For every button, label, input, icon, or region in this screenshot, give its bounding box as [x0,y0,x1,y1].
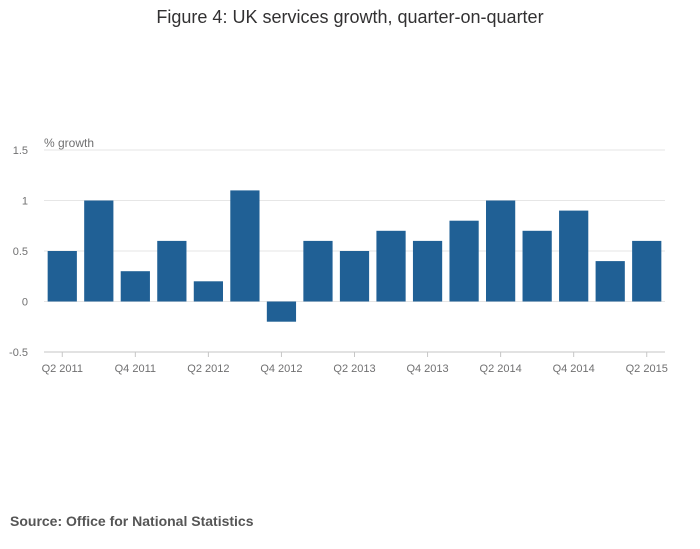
y-axis-label: % growth [44,136,94,150]
bar [522,230,552,302]
bar [120,271,150,302]
y-tick-label: 1.5 [13,145,28,157]
source-note: Source: Office for National Statistics [10,513,254,529]
x-tick-label: Q4 2011 [115,363,156,375]
x-tick-label: Q2 2015 [626,363,668,375]
x-tick-label: Q4 2013 [406,363,448,375]
y-tick-label: 0 [22,297,28,309]
bar [412,240,443,302]
bar [632,240,662,302]
y-tick-label: -0.5 [9,347,28,359]
x-tick-label: Q4 2012 [260,363,302,375]
bars [47,190,662,322]
x-tick-label: Q2 2012 [187,363,229,375]
bar [559,210,589,302]
axes: -0.5 0 0.5 1 1.5 Q2 2011 Q4 2011 Q2 2012 Q4 2012… [9,145,668,375]
y-tick-label: 1 [22,196,28,208]
bar [339,251,370,302]
bar [230,190,260,302]
bar [84,200,114,302]
bar [266,301,297,322]
bar [47,251,77,302]
chart-title: Figure 4: UK services growth, quarter-on… [156,7,544,27]
x-tick-label: Q2 2014 [480,363,522,375]
bar [303,240,333,302]
x-tick-label: Q2 2011 [42,363,83,375]
bar [595,261,625,302]
x-tick-label: Q2 2013 [333,363,375,375]
bar [376,230,406,302]
bar [486,200,516,302]
x-tick-label: Q4 2014 [553,363,595,375]
bar [193,281,223,302]
bar [449,220,479,302]
y-tick-label: 0.5 [13,246,28,258]
bar [157,240,187,302]
